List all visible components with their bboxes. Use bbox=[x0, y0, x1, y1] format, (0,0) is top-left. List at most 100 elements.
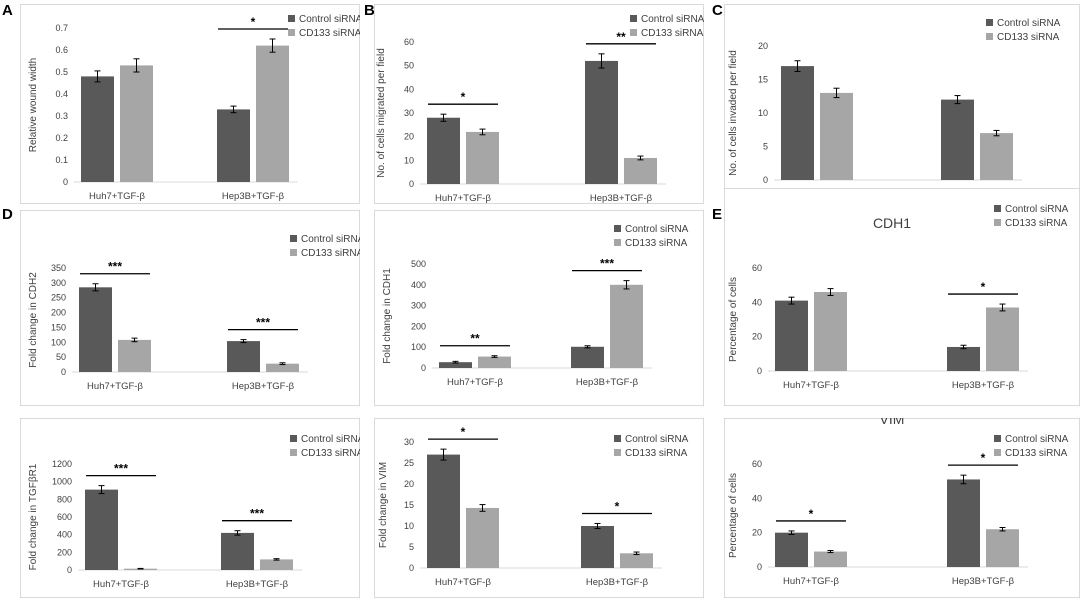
chart-svg: 0 10 20 30 40 50 60 No. of cells migrated per f… bbox=[374, 4, 705, 204]
y-axis-label: Relative wound width bbox=[28, 58, 39, 153]
y-tick-label: 250 bbox=[51, 293, 66, 303]
y-tick-label: 30 bbox=[404, 437, 414, 447]
y-tick-label: 10 bbox=[404, 521, 414, 531]
significance-marker: *** bbox=[256, 316, 270, 330]
y-axis-label: Percentage of cells bbox=[728, 473, 739, 558]
chart-svg: 0 50 100 150 200 250 300 350 Fold change in CDH2… bbox=[20, 210, 365, 406]
bar-control-huh7 bbox=[775, 532, 808, 567]
chart-frame bbox=[724, 418, 1080, 598]
y-tick-label: 50 bbox=[56, 352, 66, 362]
chart-wound-width: 0 0.1 0.2 0.3 0.4 0.5 0.6 0.7 Relative wound wid… bbox=[20, 4, 363, 204]
y-axis-label: Fold change in VIM bbox=[378, 462, 389, 548]
y-tick-label: 0 bbox=[757, 366, 762, 376]
chart-svg: 0 0.1 0.2 0.3 0.4 0.5 0.6 0.7 Relative wound wid… bbox=[20, 4, 363, 204]
chart-frame bbox=[20, 418, 360, 598]
legend-swatch-control bbox=[614, 225, 621, 232]
legend-label-control: Control siRNA bbox=[641, 14, 704, 25]
y-tick-label: 300 bbox=[51, 278, 66, 288]
bar-cd133-hep3b bbox=[624, 157, 657, 184]
y-tick-label: 0.4 bbox=[55, 89, 68, 99]
y-tick-label: 20 bbox=[752, 332, 762, 342]
panel-label-e: E bbox=[712, 206, 723, 223]
bar-cd133-huh7 bbox=[120, 65, 153, 182]
y-axis-label: Fold change in CDH1 bbox=[382, 268, 393, 364]
legend-swatch-cd133 bbox=[290, 449, 297, 456]
bar-control-hep3b bbox=[571, 346, 604, 368]
y-tick-label: 0.3 bbox=[55, 111, 68, 121]
y-tick-label: 25 bbox=[404, 458, 414, 468]
y-tick-label: 800 bbox=[57, 494, 72, 504]
y-tick-label: 20 bbox=[404, 479, 414, 489]
chart-cdh2-fold-change: 0 50 100 150 200 250 300 350 Fold change in CDH2… bbox=[20, 210, 365, 406]
legend-swatch-cd133 bbox=[614, 239, 621, 246]
significance-marker: * bbox=[981, 451, 986, 465]
y-tick-label: 200 bbox=[411, 321, 426, 331]
y-tick-label: 10 bbox=[404, 155, 414, 165]
chart-frame bbox=[20, 210, 360, 406]
legend-label-cd133: CD133 siRNA bbox=[1005, 448, 1068, 459]
legend-swatch-control bbox=[614, 435, 621, 442]
x-tick-label: Hep3B+TGF-β bbox=[576, 377, 639, 388]
chart-frame bbox=[20, 4, 360, 204]
legend-swatch-control bbox=[994, 205, 1001, 212]
significance-marker: *** bbox=[108, 260, 122, 274]
bar-control-huh7 bbox=[79, 287, 112, 372]
y-tick-label: 300 bbox=[411, 301, 426, 311]
bar-control-huh7 bbox=[427, 117, 460, 184]
panel-label-d: D bbox=[2, 206, 13, 223]
x-tick-label: Hep3B+TGF-β bbox=[226, 579, 289, 590]
chart-svg: 0 100 200 300 400 500 Fold change in CDH1 Huh7+… bbox=[374, 210, 704, 406]
legend-label-control: Control siRNA bbox=[299, 14, 360, 25]
bar-control-hep3b bbox=[581, 526, 614, 568]
y-axis-label: Percentage of cells bbox=[728, 277, 739, 362]
y-tick-label: 0 bbox=[409, 563, 414, 573]
bar-cd133-hep3b bbox=[986, 529, 1019, 567]
legend-swatch-cd133 bbox=[994, 449, 1001, 456]
bar-cd133-huh7 bbox=[814, 292, 847, 371]
chart-cdh1-percentage: 0 20 40 60 Percentage of cells CDH1 Huh7+TGF-β… bbox=[724, 188, 1080, 406]
y-tick-label: 100 bbox=[411, 342, 426, 352]
bar-control-huh7 bbox=[439, 362, 472, 368]
y-tick-label: 200 bbox=[57, 547, 72, 557]
y-tick-label: 0.6 bbox=[55, 45, 68, 55]
bar-cd133-huh7 bbox=[466, 131, 499, 184]
y-tick-label: 0 bbox=[409, 179, 414, 189]
x-tick-label: Huh7+TGF-β bbox=[783, 380, 839, 391]
legend-swatch-control bbox=[290, 435, 297, 442]
x-tick-label: Huh7+TGF-β bbox=[783, 576, 839, 587]
bar-control-huh7 bbox=[85, 489, 118, 570]
legend-label-cd133: CD133 siRNA bbox=[301, 448, 360, 459]
y-tick-label: 1000 bbox=[52, 477, 72, 487]
significance-marker: ** bbox=[616, 30, 626, 44]
legend-swatch-cd133 bbox=[630, 29, 637, 36]
y-tick-label: 200 bbox=[51, 308, 66, 318]
significance-marker: *** bbox=[250, 507, 264, 521]
chart-frame bbox=[374, 210, 704, 406]
x-tick-label: Huh7+TGF-β bbox=[447, 377, 503, 388]
significance-marker: ** bbox=[470, 332, 480, 346]
legend-label-control: Control siRNA bbox=[1005, 434, 1069, 445]
y-tick-label: 100 bbox=[51, 337, 66, 347]
significance-marker: * bbox=[981, 280, 986, 294]
significance-marker: * bbox=[615, 499, 620, 513]
bar-cd133-hep3b bbox=[260, 559, 293, 570]
legend-label-cd133: CD133 siRNA bbox=[625, 448, 688, 459]
bar-cd133-hep3b bbox=[610, 284, 643, 368]
x-tick-label: Huh7+TGF-β bbox=[93, 579, 149, 590]
legend-swatch-cd133 bbox=[290, 249, 297, 256]
bar-control-huh7 bbox=[427, 454, 460, 568]
chart-vim-percentage: 0 20 40 60 Percentage of cells VIM Huh7+TGF-β *… bbox=[724, 411, 1080, 598]
bar-control-hep3b bbox=[941, 99, 974, 180]
legend-label-control: Control siRNA bbox=[1005, 204, 1069, 215]
bar-cd133-hep3b bbox=[256, 45, 289, 182]
bar-cd133-huh7 bbox=[466, 507, 499, 568]
y-tick-label: 500 bbox=[411, 259, 426, 269]
y-tick-label: 1200 bbox=[52, 459, 72, 469]
chart-title: VIM bbox=[880, 418, 905, 427]
bar-cd133-hep3b bbox=[620, 553, 653, 568]
legend-swatch-control bbox=[288, 15, 295, 22]
y-tick-label: 0 bbox=[421, 363, 426, 373]
bar-control-huh7 bbox=[81, 76, 114, 182]
legend-label-cd133: CD133 siRNA bbox=[301, 248, 360, 259]
